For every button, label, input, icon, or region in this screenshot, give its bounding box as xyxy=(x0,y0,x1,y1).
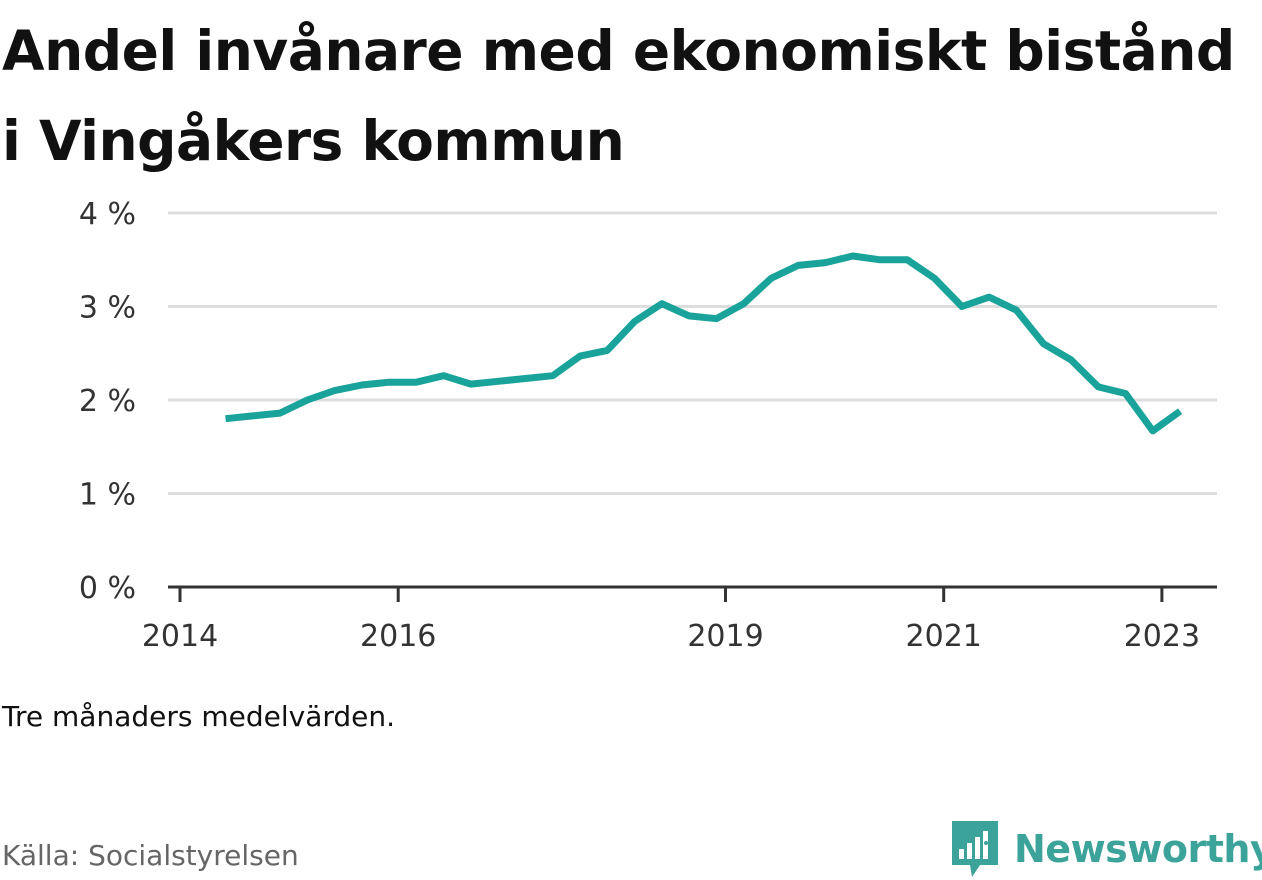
grid-lines xyxy=(168,211,1217,495)
y-tick-label: 3 % xyxy=(79,291,136,326)
y-axis-labels: 0 % 1 % 2 % 3 % 4 % xyxy=(79,197,136,606)
brand-logo[interactable]: Newsworthy xyxy=(950,818,1262,880)
y-tick-label: 1 % xyxy=(79,478,136,513)
x-tick-label: 2023 xyxy=(1124,619,1200,654)
x-tick-label: 2016 xyxy=(360,619,436,654)
brand-name: Newsworthy xyxy=(1014,827,1262,871)
source-text: Källa: Socialstyrelsen xyxy=(2,839,299,872)
chart-title: Andel invånare med ekonomiskt bistånd i … xyxy=(2,19,1235,173)
chart-note: Tre månaders medelvärden. xyxy=(2,700,396,733)
line-chart: 0 % 1 % 2 % 3 % 4 % 2014 2016 2019 2021 2023 xyxy=(79,197,1217,654)
y-tick-label: 0 % xyxy=(79,571,136,606)
x-axis-ticks: 2014 2016 2019 2021 2023 xyxy=(142,587,1200,654)
x-tick-label: 2019 xyxy=(687,619,763,654)
y-tick-label: 4 % xyxy=(79,197,136,232)
y-tick-label: 2 % xyxy=(79,384,136,419)
x-tick-label: 2014 xyxy=(142,619,218,654)
series-line xyxy=(225,252,1183,435)
newsworthy-logo-icon xyxy=(952,821,998,877)
x-tick-label: 2021 xyxy=(906,619,982,654)
